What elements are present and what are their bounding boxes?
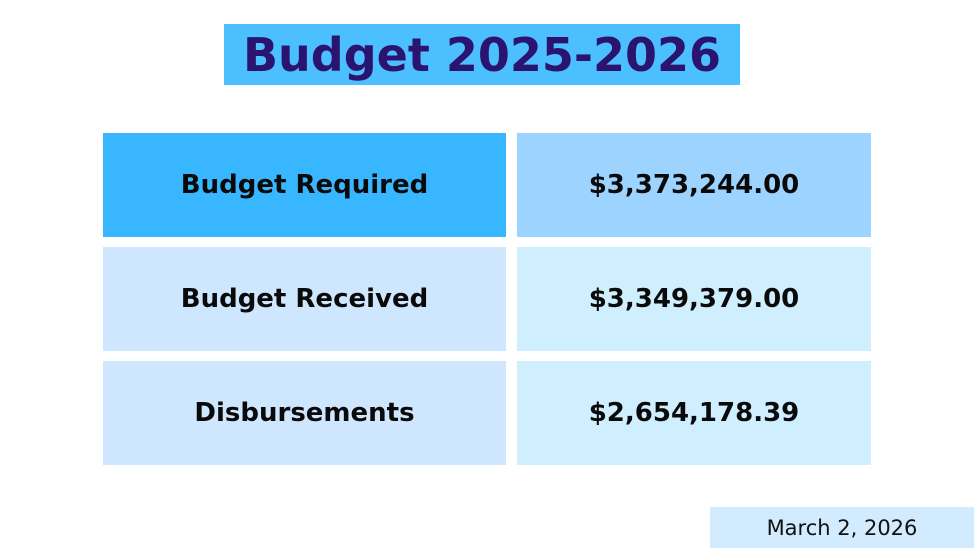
date-banner: March 2, 2026: [710, 507, 974, 548]
report-date: March 2, 2026: [766, 515, 918, 540]
budget-required-label: Budget Required: [103, 133, 506, 237]
budget-received-label: Budget Received: [103, 247, 506, 351]
budget-required-value: $3,373,244.00: [517, 133, 871, 237]
title-banner: Budget 2025-2026: [224, 24, 740, 85]
budget-received-value: $3,349,379.00: [517, 247, 871, 351]
disbursements-value: $2,654,178.39: [517, 361, 871, 465]
page-title: Budget 2025-2026: [242, 27, 721, 82]
disbursements-label: Disbursements: [103, 361, 506, 465]
